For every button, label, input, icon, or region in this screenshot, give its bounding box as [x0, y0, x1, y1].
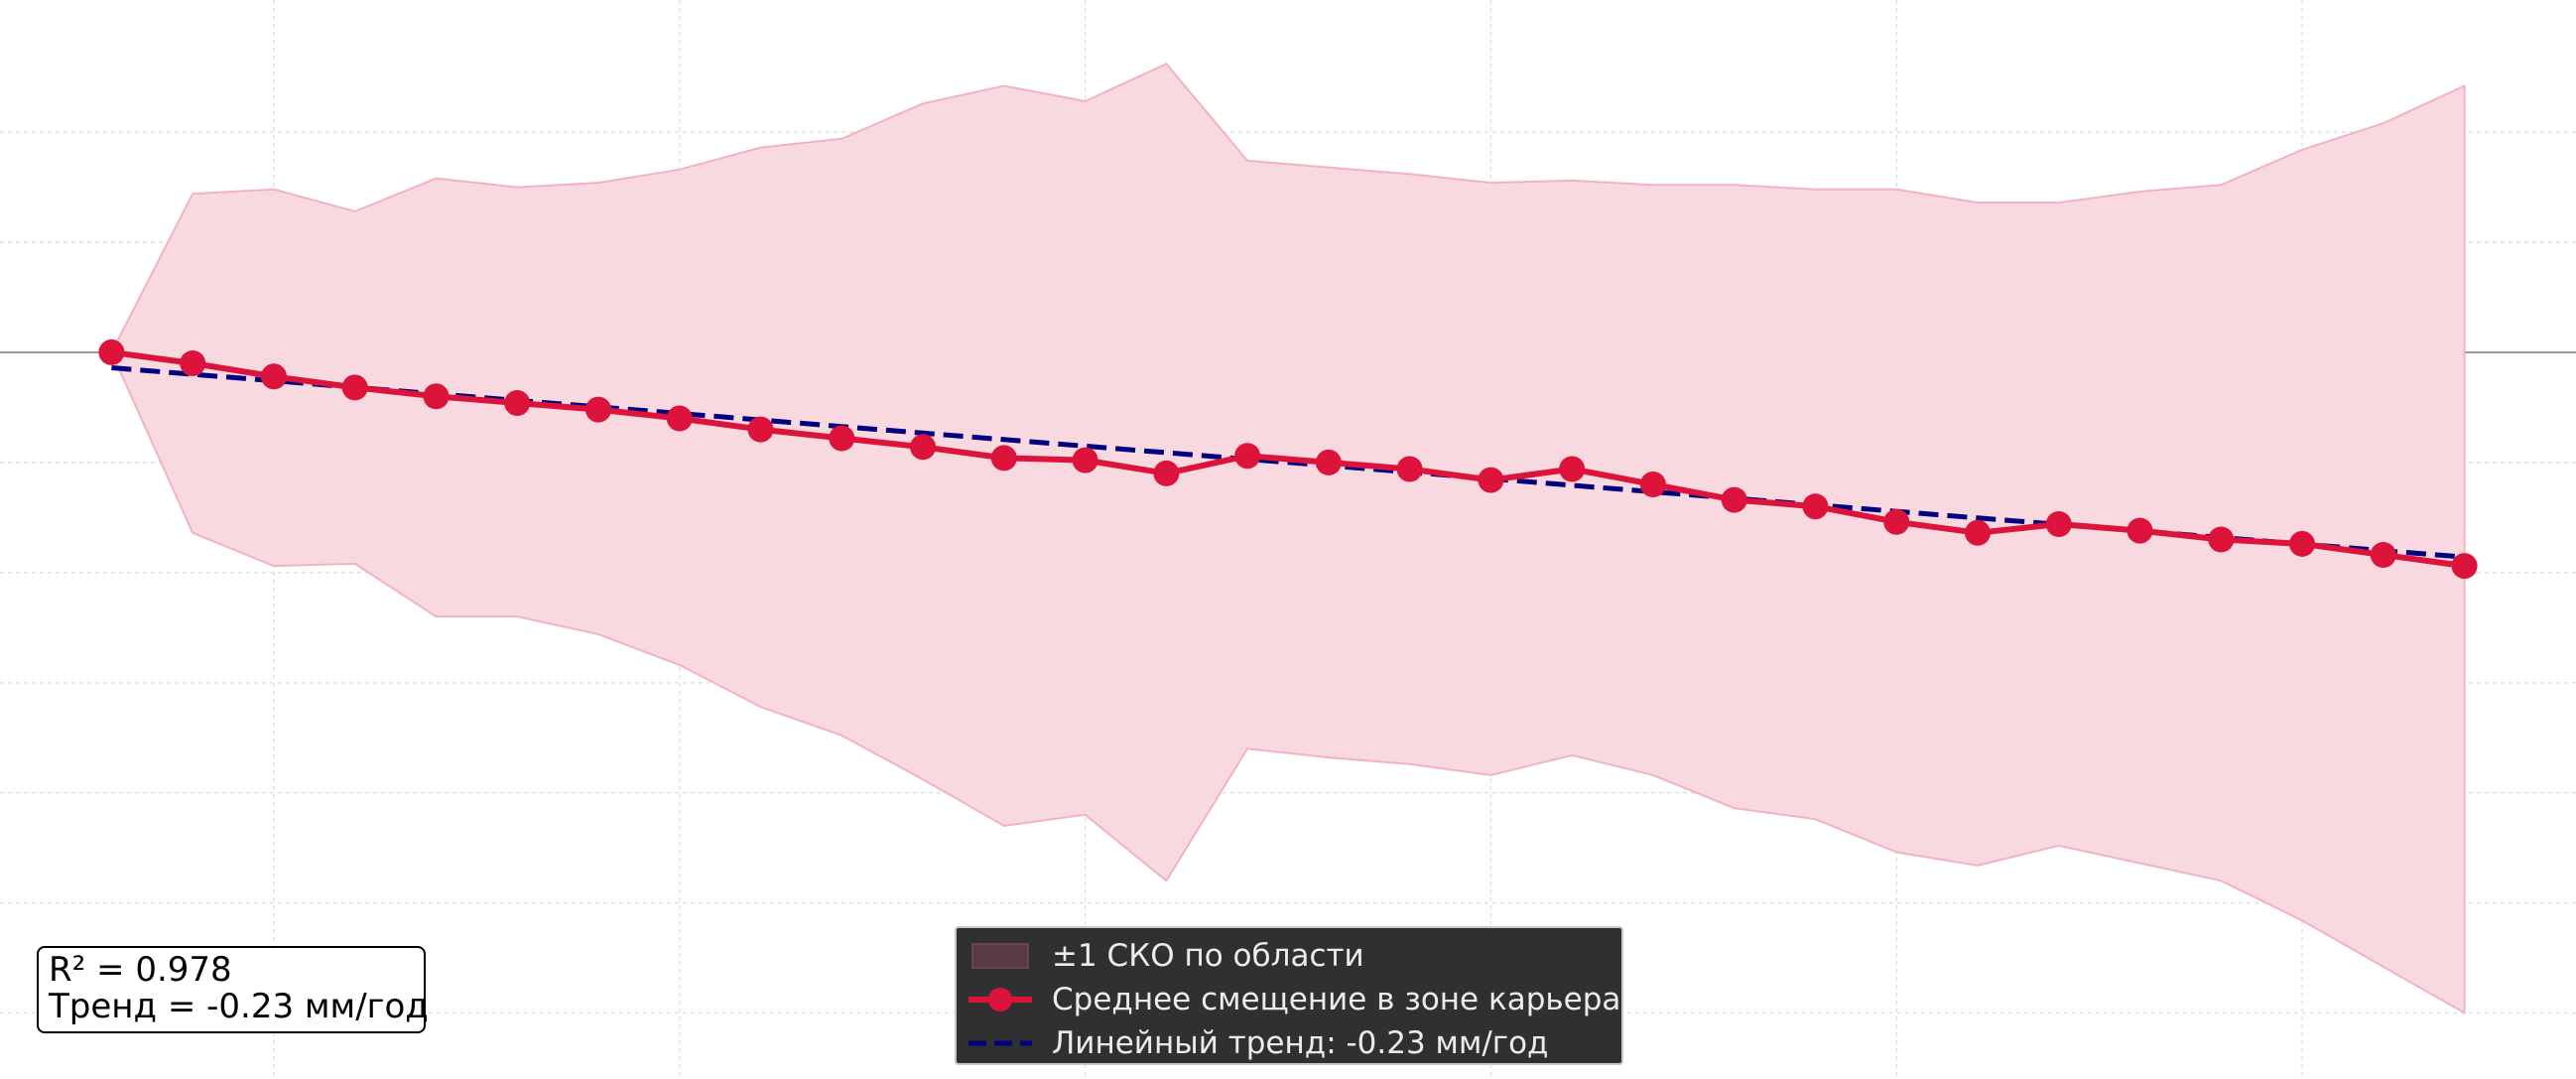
mean-point	[1072, 447, 1098, 473]
mean-line	[110, 348, 2466, 570]
mean-point	[910, 434, 937, 461]
std-band-layer	[110, 63, 2466, 1015]
legend-item-trend: Линейный тренд: -0.23 мм/год	[957, 1021, 1621, 1065]
mean-point	[1883, 508, 1910, 535]
mean-point	[990, 445, 1017, 472]
mean-point	[1153, 460, 1180, 486]
mean-point	[2208, 526, 2235, 553]
legend-item-band: ±1 СКО по области	[957, 934, 1621, 978]
mean-point	[261, 363, 287, 390]
mean-point	[747, 416, 774, 443]
legend-label-trend: Линейный тренд: -0.23 мм/год	[1052, 1025, 1549, 1061]
mean-point	[666, 405, 693, 432]
mean-point	[2289, 530, 2315, 557]
mean-line-layer	[98, 338, 2478, 580]
legend: ±1 СКО по области Среднее смещение в зон…	[955, 926, 1623, 1065]
mean-point	[341, 374, 368, 401]
mean-point	[1478, 467, 1504, 493]
mean-point	[1639, 472, 1666, 497]
mean-point	[504, 390, 531, 416]
mean-point	[2045, 511, 2072, 537]
mean-point	[2451, 553, 2478, 580]
mean-point	[1559, 456, 1586, 482]
legend-band-swatch	[971, 943, 1029, 969]
mean-point	[423, 383, 450, 410]
r2-text: R² = 0.978	[49, 950, 232, 990]
legend-label-mean: Среднее смещение в зоне карьера	[1052, 982, 1621, 1017]
mean-point	[585, 396, 611, 423]
mean-point	[1721, 486, 1747, 513]
mean-point	[2126, 517, 2153, 544]
trend-text: Тренд = -0.23 мм/год	[49, 987, 429, 1026]
mean-point	[1965, 519, 1991, 546]
mean-point	[2370, 542, 2396, 568]
legend-label-band: ±1 СКО по области	[1052, 938, 1364, 974]
stats-box: R² = 0.978 Тренд = -0.23 мм/год	[37, 946, 429, 1033]
mean-point	[98, 338, 125, 365]
std-band	[110, 63, 2466, 1015]
mean-point	[829, 425, 855, 452]
mean-point	[1802, 493, 1829, 520]
legend-mean-swatch	[968, 988, 1032, 1012]
mean-point	[1315, 449, 1342, 475]
mean-point	[1396, 456, 1423, 482]
mean-point	[180, 350, 206, 376]
legend-item-mean: Среднее смещение в зоне карьера	[957, 978, 1621, 1021]
mean-point	[1234, 443, 1261, 470]
legend-trend-swatch	[968, 1040, 1032, 1046]
